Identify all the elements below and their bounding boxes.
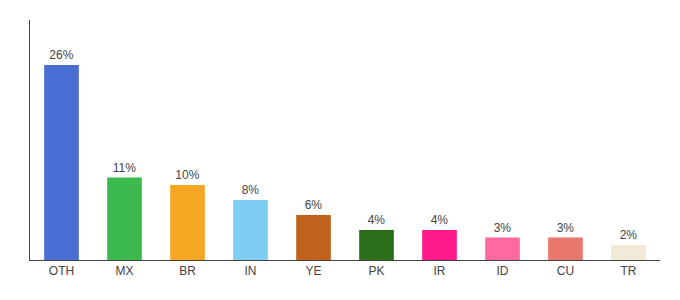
- svg-text:2%: 2%: [620, 228, 638, 242]
- svg-text:10%: 10%: [175, 168, 199, 182]
- svg-text:11%: 11%: [113, 161, 136, 175]
- svg-text:IN: IN: [245, 264, 257, 278]
- svg-text:ID: ID: [497, 264, 509, 278]
- svg-text:OTH: OTH: [49, 264, 74, 278]
- svg-text:MX: MX: [116, 264, 134, 278]
- svg-text:PK: PK: [368, 264, 384, 278]
- svg-text:BR: BR: [179, 264, 196, 278]
- svg-text:3%: 3%: [494, 221, 512, 235]
- svg-text:YE: YE: [305, 264, 321, 278]
- svg-text:4%: 4%: [431, 213, 449, 227]
- svg-text:6%: 6%: [305, 198, 323, 212]
- svg-text:CU: CU: [557, 264, 574, 278]
- svg-text:TR: TR: [621, 264, 637, 278]
- svg-text:IR: IR: [434, 264, 446, 278]
- svg-text:4%: 4%: [368, 213, 386, 227]
- svg-text:26%: 26%: [49, 48, 73, 62]
- svg-text:8%: 8%: [242, 183, 260, 197]
- svg-text:3%: 3%: [557, 221, 575, 235]
